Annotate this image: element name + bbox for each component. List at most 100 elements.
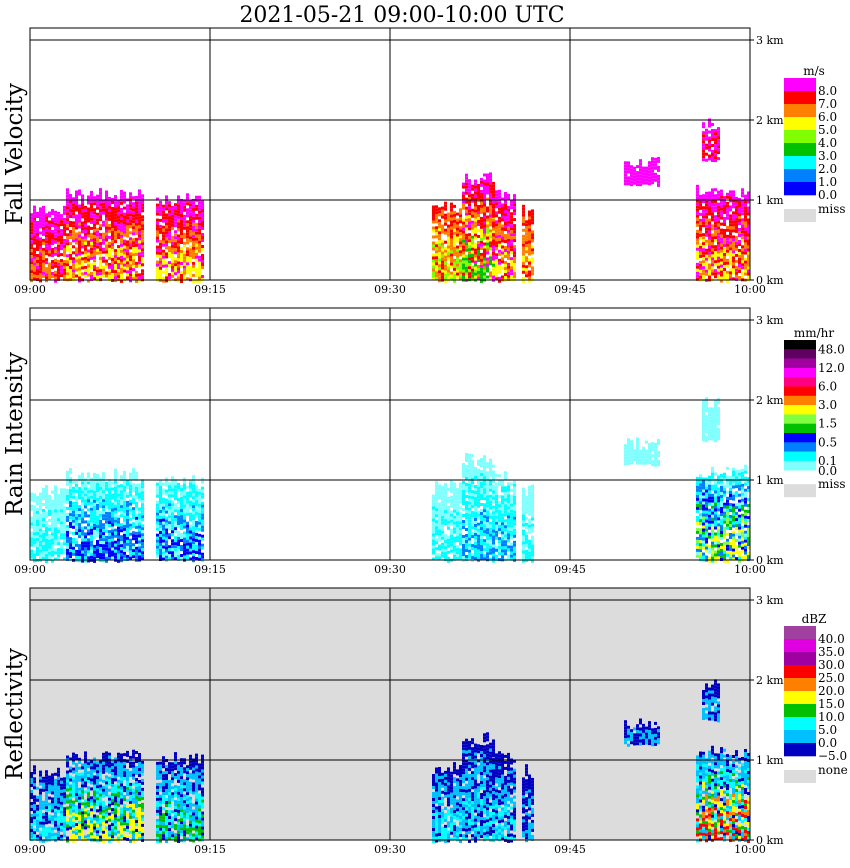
echo-cell: [138, 525, 141, 529]
echo-cell: [63, 232, 66, 236]
echo-cell: [483, 494, 486, 498]
echo-cell: [498, 228, 501, 232]
echo-cell: [477, 247, 480, 250]
echo-cell: [732, 199, 735, 203]
echo-cell: [165, 228, 168, 232]
echo-cell: [135, 261, 138, 265]
echo-cell: [189, 275, 192, 279]
echo-cell: [165, 201, 168, 205]
echo-cell: [81, 209, 84, 213]
echo-cell: [732, 211, 735, 215]
echo-cell: [186, 530, 189, 534]
echo-cell: [60, 244, 63, 248]
echo-cell: [729, 235, 732, 239]
echo-cell: [87, 523, 90, 527]
echo-cell: [465, 185, 468, 189]
echo-cell: [78, 553, 81, 557]
echo-cell: [513, 200, 516, 204]
echo-cell: [510, 221, 513, 225]
echo-cell: [165, 510, 168, 514]
echo-cell: [99, 514, 102, 517]
echo-cell: [744, 239, 747, 243]
echo-cell: [198, 237, 201, 241]
echo-cell: [192, 261, 195, 265]
echo-cell: [81, 475, 84, 479]
echo-cell: [735, 217, 738, 221]
echo-cell: [480, 210, 483, 214]
echo-cell: [66, 257, 69, 261]
echo-cell: [450, 226, 453, 230]
echo-cell: [51, 218, 54, 221]
echo-cell: [90, 238, 93, 242]
echo-cell: [195, 521, 198, 524]
echo-cell: [744, 212, 747, 216]
echo-cell: [90, 552, 93, 556]
echo-cell: [63, 250, 66, 254]
echo-cell: [117, 275, 120, 279]
echo-cell: [135, 228, 138, 232]
echo-cell: [462, 553, 465, 556]
echo-cell: [72, 522, 75, 526]
echo-cell: [696, 220, 699, 224]
echo-cell: [738, 219, 741, 222]
echo-cell: [117, 224, 120, 228]
echo-cell: [510, 509, 513, 513]
echo-cell: [714, 275, 717, 279]
echo-cell: [105, 523, 108, 527]
echo-cell: [108, 551, 111, 555]
echo-cell: [435, 214, 438, 218]
echo-cell: [477, 277, 480, 280]
echo-cell: [102, 232, 105, 236]
echo-cell: [54, 270, 57, 274]
echo-cell: [186, 247, 189, 251]
echo-cell: [99, 499, 102, 502]
echo-cell: [114, 492, 117, 496]
echo-cell: [438, 243, 441, 247]
echo-cell: [129, 490, 132, 494]
echo-cell: [126, 252, 129, 256]
echo-cell: [705, 221, 708, 225]
echo-cell: [108, 265, 111, 269]
echo-cell: [531, 508, 534, 512]
echo-cell: [729, 214, 732, 218]
echo-cell: [468, 218, 471, 222]
echo-cell: [432, 497, 435, 501]
echo-cell: [105, 244, 108, 248]
echo-cell: [465, 269, 468, 273]
echo-cell: [159, 552, 162, 555]
echo-cell: [75, 519, 78, 523]
echo-cell: [189, 224, 192, 228]
echo-cell: [138, 513, 141, 517]
echo-cell: [531, 269, 534, 273]
echo-cell: [108, 235, 111, 239]
echo-cell: [108, 554, 111, 558]
echo-cell: [462, 538, 465, 541]
echo-cell: [141, 215, 144, 219]
echo-cell: [513, 510, 516, 514]
echo-cell: [489, 262, 492, 266]
echo-cell: [465, 477, 468, 480]
echo-cell: [699, 227, 702, 231]
echo-cell: [75, 531, 78, 535]
echo-cell: [51, 520, 54, 524]
echo-region: [156, 193, 204, 283]
echo-cell: [492, 499, 495, 503]
echo-cell: [96, 555, 99, 558]
echo-cell: [489, 271, 492, 275]
echo-cell: [108, 199, 111, 203]
echo-cell: [111, 532, 114, 536]
echo-cell: [456, 218, 459, 222]
echo-cell: [81, 263, 84, 267]
echo-cell: [723, 271, 726, 274]
echo-cell: [168, 509, 171, 513]
echo-cell: [90, 483, 93, 487]
echo-cell: [696, 199, 699, 203]
echo-cell: [486, 540, 489, 544]
echo-cell: [474, 188, 477, 192]
echo-cell: [96, 212, 99, 216]
echo-cell: [66, 536, 69, 540]
echo-cell: [156, 206, 159, 210]
echo-cell: [39, 534, 42, 538]
echo-cell: [105, 190, 108, 194]
echo-cell: [459, 253, 462, 257]
